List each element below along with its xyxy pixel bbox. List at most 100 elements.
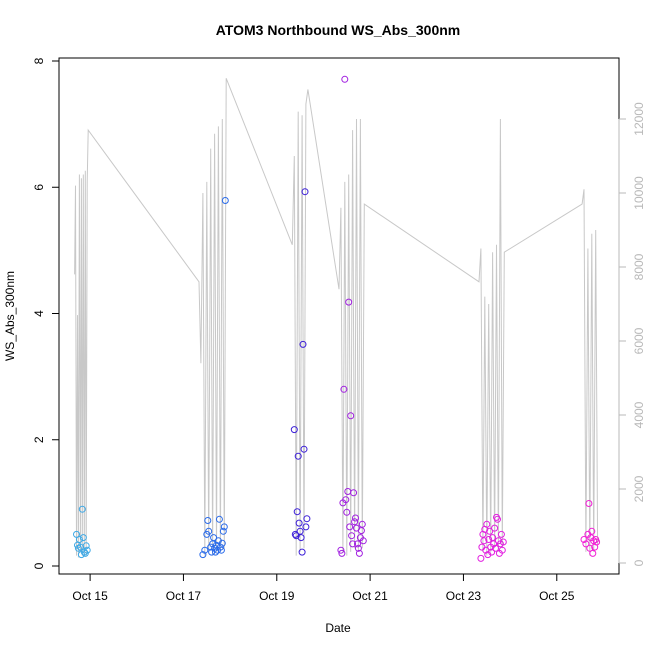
data-point bbox=[303, 515, 311, 523]
data-point bbox=[355, 549, 363, 557]
data-point bbox=[218, 539, 226, 547]
data-point bbox=[299, 340, 307, 348]
data-point bbox=[301, 188, 309, 196]
data-point bbox=[588, 527, 596, 535]
flight-group bbox=[477, 513, 507, 562]
data-point bbox=[491, 524, 499, 532]
secondary-tick-label: 12000 bbox=[632, 102, 646, 136]
secondary-tick-label: 6000 bbox=[632, 327, 646, 354]
data-point bbox=[486, 527, 494, 535]
data-point bbox=[79, 534, 87, 542]
data-point bbox=[290, 426, 298, 434]
data-point bbox=[349, 540, 357, 548]
x-axis-label: Date bbox=[325, 621, 351, 635]
data-point bbox=[593, 538, 601, 546]
data-point bbox=[220, 523, 228, 531]
data-point bbox=[359, 537, 367, 545]
x-tick-label: Oct 17 bbox=[166, 589, 202, 603]
secondary-tick-label: 0 bbox=[632, 559, 646, 566]
flight-group bbox=[73, 505, 91, 559]
data-point bbox=[75, 536, 83, 543]
data-point bbox=[291, 530, 299, 538]
data-point bbox=[497, 530, 505, 538]
points-layer bbox=[73, 75, 601, 562]
data-point bbox=[346, 523, 354, 531]
secondary-tick-label: 4000 bbox=[632, 401, 646, 428]
data-point bbox=[357, 527, 365, 535]
data-point bbox=[216, 543, 224, 551]
data-point bbox=[215, 515, 223, 523]
y-tick-label: 6 bbox=[32, 184, 46, 191]
data-point bbox=[492, 544, 499, 552]
y-axis: 0 2 4 6 8 bbox=[32, 57, 59, 569]
data-point bbox=[210, 534, 218, 542]
secondary-tick-label: 2000 bbox=[632, 475, 646, 502]
data-point bbox=[338, 549, 346, 557]
data-point bbox=[589, 549, 597, 557]
data-point bbox=[480, 537, 488, 545]
x-tick-label: Oct 21 bbox=[352, 589, 388, 603]
data-point bbox=[580, 536, 588, 543]
secondary-series-line bbox=[74, 78, 599, 558]
flight-group bbox=[580, 500, 601, 557]
data-point bbox=[337, 546, 345, 554]
data-point bbox=[345, 298, 353, 306]
secondary-tick-label: 10000 bbox=[632, 176, 646, 210]
data-point bbox=[485, 536, 493, 543]
secondary-tick-label: 8000 bbox=[632, 253, 646, 280]
data-point bbox=[83, 546, 91, 554]
data-point bbox=[494, 515, 501, 523]
data-point bbox=[293, 508, 301, 516]
flight-group bbox=[337, 75, 367, 557]
data-point bbox=[204, 517, 212, 524]
data-point bbox=[488, 548, 496, 556]
plot-frame bbox=[58, 57, 620, 575]
data-point bbox=[343, 508, 351, 516]
data-point bbox=[78, 505, 86, 513]
data-point bbox=[352, 514, 359, 522]
data-point bbox=[586, 544, 594, 552]
data-point bbox=[297, 534, 305, 542]
x-axis: Oct 15 Oct 17 Oct 19 Oct 21 Oct 23 Oct 25 bbox=[72, 574, 575, 603]
y-tick-label: 2 bbox=[32, 436, 46, 443]
data-point bbox=[477, 554, 485, 562]
secondary-series-layer bbox=[74, 78, 599, 558]
y-tick-label: 8 bbox=[32, 57, 46, 64]
data-point bbox=[217, 546, 225, 554]
data-point bbox=[499, 538, 507, 546]
data-point bbox=[585, 500, 593, 507]
data-point bbox=[73, 530, 80, 538]
data-point bbox=[300, 445, 308, 453]
data-point bbox=[219, 527, 227, 535]
data-point bbox=[342, 496, 350, 504]
data-point bbox=[302, 523, 310, 531]
data-point bbox=[199, 551, 207, 559]
x-tick-label: Oct 15 bbox=[72, 589, 108, 603]
data-point bbox=[354, 544, 362, 552]
data-point bbox=[341, 75, 349, 83]
data-point bbox=[490, 540, 498, 548]
y-axis-label: WS_Abs_300nm bbox=[3, 271, 17, 361]
data-point bbox=[298, 548, 306, 556]
data-point bbox=[351, 518, 359, 526]
data-point bbox=[295, 519, 303, 527]
y-tick-label: 4 bbox=[32, 310, 46, 317]
data-point bbox=[358, 520, 366, 528]
x-tick-label: Oct 25 bbox=[539, 589, 575, 603]
data-point bbox=[205, 527, 213, 535]
x-tick-label: Oct 23 bbox=[446, 589, 482, 603]
data-point bbox=[498, 546, 506, 554]
chart-title: ATOM3 Northbound WS_Abs_300nm bbox=[216, 22, 461, 38]
flight-group bbox=[199, 197, 229, 559]
data-point bbox=[350, 489, 358, 497]
data-point bbox=[347, 412, 355, 420]
data-point bbox=[221, 197, 229, 204]
x-tick-label: Oct 19 bbox=[259, 589, 295, 603]
data-point bbox=[294, 452, 302, 460]
data-point bbox=[478, 543, 486, 551]
data-point bbox=[582, 540, 590, 548]
y-tick-label: 0 bbox=[32, 562, 46, 569]
data-point bbox=[340, 385, 348, 393]
data-point bbox=[483, 520, 491, 528]
